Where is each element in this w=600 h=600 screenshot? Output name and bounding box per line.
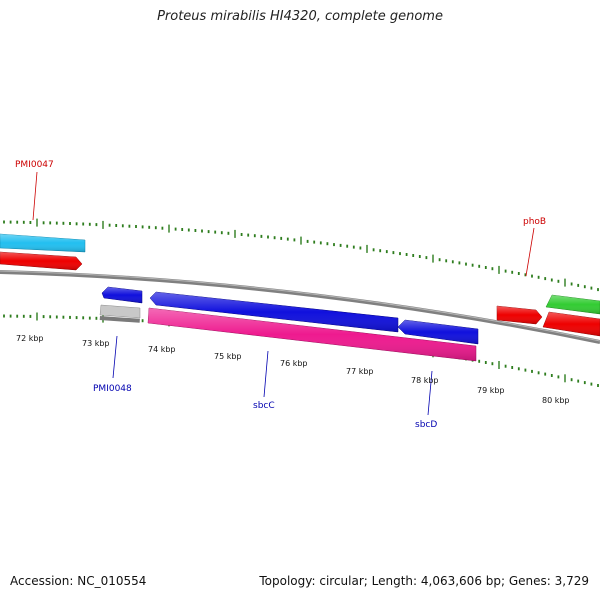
- ruler-label-75: 75 kbp: [214, 352, 242, 361]
- ruler-label-76: 76 kbp: [280, 359, 308, 368]
- map-title: Proteus mirabilis HI4320, complete genom…: [157, 9, 443, 24]
- ruler-label-72: 72 kbp: [16, 334, 44, 343]
- gene-label-pmi0048[interactable]: PMI0048: [93, 384, 132, 394]
- phob-leader: [525, 227, 535, 277]
- pmi0048-leader: [112, 335, 118, 379]
- ruler-label-77: 77 kbp: [346, 367, 374, 376]
- genome-summary-text: Topology: circular; Length: 4,063,606 bp…: [259, 574, 589, 588]
- ruler-label-78: 78 kbp: [411, 376, 439, 385]
- ruler-label-73: 73 kbp: [82, 339, 110, 348]
- gene-label-pmi0047[interactable]: PMI0047: [15, 160, 54, 170]
- outer-tick-track: [3, 218, 599, 292]
- ruler-label-74: 74 kbp: [148, 345, 176, 354]
- pmi0047-leader: [32, 171, 38, 221]
- sbcc-leader: [263, 350, 269, 398]
- gene-label-phob[interactable]: phoB: [523, 217, 546, 227]
- gene-pmi0048-box[interactable]: [99, 304, 141, 319]
- sbcd-leader: [427, 370, 433, 416]
- gene-label-sbcc[interactable]: sbcC: [253, 401, 275, 411]
- ruler-label-80: 80 kbp: [542, 396, 570, 405]
- gene-label-sbcd[interactable]: sbcD: [415, 420, 437, 430]
- accession-text: Accession: NC_010554: [10, 574, 147, 588]
- ruler-label-79: 79 kbp: [477, 386, 505, 395]
- gene-features: [0, 233, 600, 362]
- genome-backbone: [0, 270, 600, 344]
